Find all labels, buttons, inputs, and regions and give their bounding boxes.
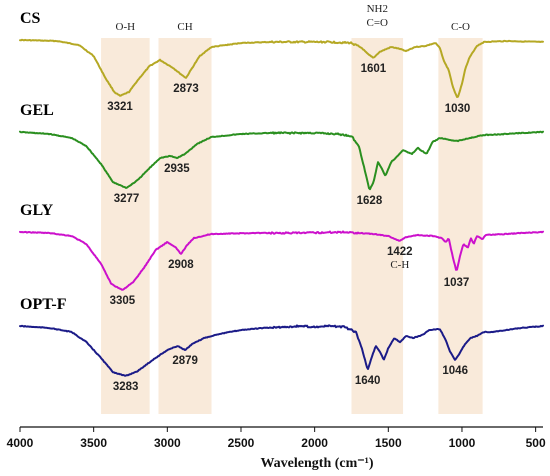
peak-label: 1030 xyxy=(445,103,471,115)
x-tick-label: 2500 xyxy=(228,436,255,450)
band-label: C-O xyxy=(451,21,470,33)
peak-label: 2879 xyxy=(172,355,198,367)
x-tick-label: 500 xyxy=(526,436,546,450)
peak-label: 1601 xyxy=(361,63,387,75)
series-cs-line xyxy=(19,38,544,98)
peak-label: 2935 xyxy=(164,163,190,175)
band-label: O-H xyxy=(116,21,136,33)
x-tick-label: 4000 xyxy=(7,436,34,450)
peak-label: 1422 xyxy=(387,246,413,258)
band-layer: O-H CH NH2 C=O C-O xyxy=(101,3,483,414)
peak-label: 2873 xyxy=(173,83,199,95)
peak-label: 1037 xyxy=(444,277,470,289)
series-label: CS xyxy=(20,10,41,27)
series-layer: CS 3321 2873 1601 1030 GEL 3277 2935 1628 GLY 3305… xyxy=(19,10,544,393)
peak-label: 3321 xyxy=(107,101,133,113)
band-label: CH xyxy=(177,21,192,33)
band-label: C=O xyxy=(367,17,389,29)
band-1 xyxy=(101,38,150,414)
peak-label: 1628 xyxy=(357,195,383,207)
x-axis: 4000 3500 3000 2500 2000 1500 1000 500 xyxy=(7,426,546,450)
series-label: GEL xyxy=(20,102,54,119)
x-tick-label: 2000 xyxy=(301,436,328,450)
x-tick-label: 3000 xyxy=(154,436,181,450)
series-gly-line xyxy=(19,230,544,291)
peak-label: 1640 xyxy=(355,375,381,387)
band-4 xyxy=(438,38,483,414)
band-3 xyxy=(351,38,404,414)
peak-label: 3305 xyxy=(110,295,136,307)
series-label: OPT-F xyxy=(20,296,67,313)
peak-label: 3277 xyxy=(114,193,140,205)
x-tick-label: 3500 xyxy=(80,436,107,450)
peak-label: 2908 xyxy=(168,259,194,271)
peak-label: 1046 xyxy=(442,365,468,377)
x-tick-label: 1500 xyxy=(375,436,402,450)
series-gel-line xyxy=(19,130,544,191)
peak-sublabel: C-H xyxy=(390,259,409,271)
peak-label: 3283 xyxy=(113,381,139,393)
series-opt-f-line xyxy=(19,324,544,377)
band-label: NH2 xyxy=(367,3,388,15)
x-axis-title: Wavelength (cm⁻¹) xyxy=(260,456,373,471)
series-label: GLY xyxy=(20,202,54,219)
x-tick-label: 1000 xyxy=(449,436,476,450)
